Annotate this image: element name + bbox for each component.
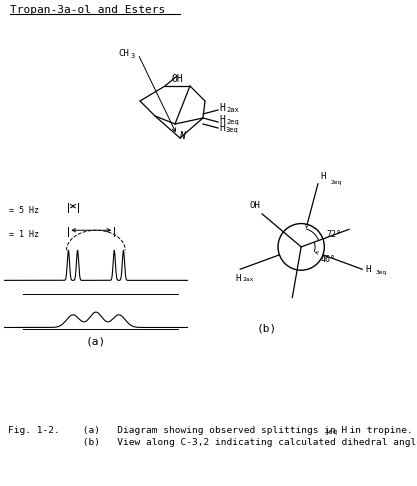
Text: 2ax: 2ax: [226, 107, 239, 113]
Text: 46°: 46°: [321, 255, 336, 264]
Text: (b)   View along C-3,2 indicating calculated dihedral angle: (b) View along C-3,2 indicating calculat…: [8, 438, 417, 447]
Text: Fig. 1-2.    (a)   Diagram showing observed splittings in H: Fig. 1-2. (a) Diagram showing observed s…: [8, 426, 347, 435]
Text: H: H: [366, 265, 371, 274]
Text: jeq: jeq: [324, 429, 337, 435]
Text: Tropan-3a-ol and Esters: Tropan-3a-ol and Esters: [10, 5, 165, 15]
Text: H: H: [219, 115, 225, 125]
Text: N: N: [179, 131, 185, 141]
Text: H: H: [320, 173, 326, 181]
Text: 2eq: 2eq: [226, 119, 239, 125]
Text: in tropine.: in tropine.: [338, 426, 413, 435]
Text: 2eq: 2eq: [331, 180, 342, 185]
Text: 3: 3: [131, 53, 135, 59]
Text: OH: OH: [249, 201, 260, 210]
Text: 72°: 72°: [327, 229, 342, 239]
Text: 3eq: 3eq: [226, 127, 239, 133]
Text: H: H: [235, 274, 241, 283]
Text: 3eq: 3eq: [376, 270, 387, 275]
Text: (a): (a): [86, 336, 106, 347]
Text: = 5 Hz: = 5 Hz: [9, 206, 39, 215]
Text: (b): (b): [256, 323, 276, 333]
Text: H: H: [219, 123, 225, 133]
Text: 2ax: 2ax: [243, 278, 254, 282]
Text: CH: CH: [118, 50, 129, 58]
Text: H: H: [219, 103, 225, 113]
Text: OH: OH: [171, 74, 183, 84]
Text: = 1 Hz: = 1 Hz: [9, 230, 39, 239]
